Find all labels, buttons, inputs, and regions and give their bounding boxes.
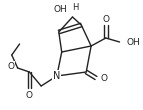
Text: N: N (53, 71, 60, 81)
Text: H: H (73, 3, 79, 12)
Text: O: O (101, 73, 108, 82)
Text: OH: OH (126, 38, 140, 47)
Text: O: O (8, 61, 15, 71)
Text: O: O (102, 15, 109, 24)
Text: OH: OH (54, 5, 68, 14)
Text: O: O (26, 91, 33, 100)
